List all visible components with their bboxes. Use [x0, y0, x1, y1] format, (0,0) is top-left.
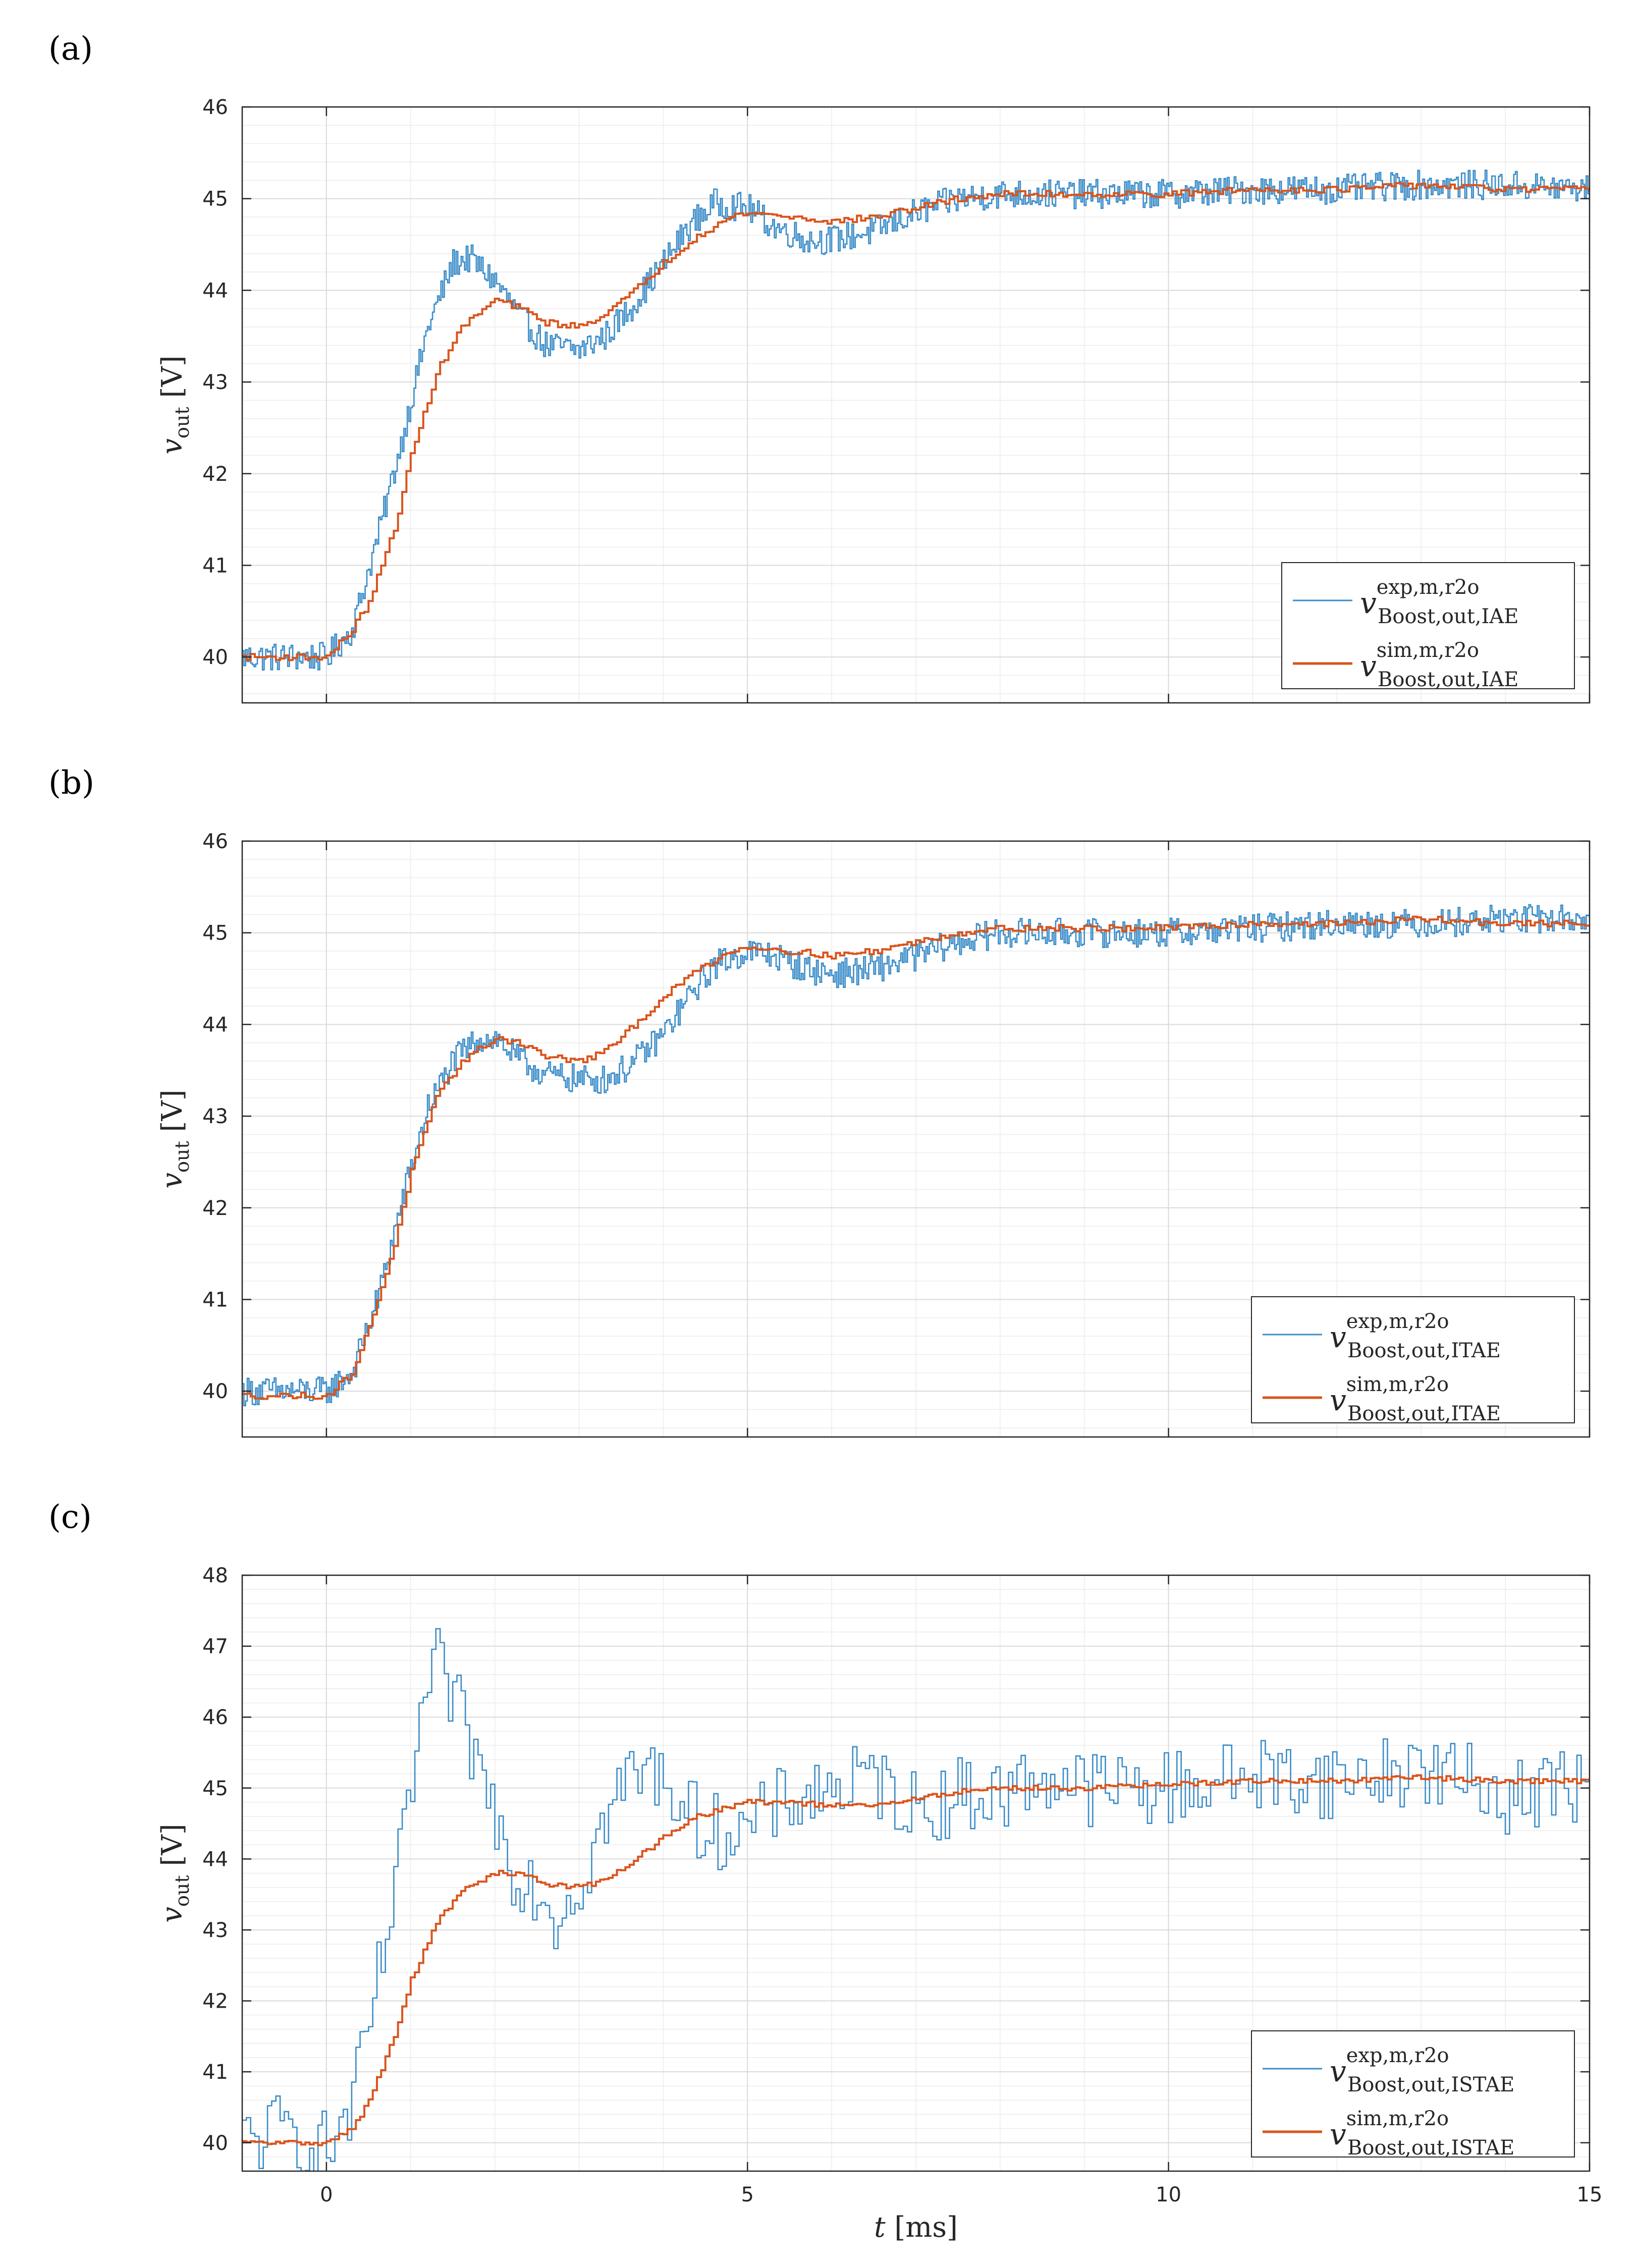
x-tick-label: 0 — [320, 2183, 333, 2206]
legend-label-sim: vsim,m,r2o Boost,out,IAE — [1360, 639, 1518, 691]
y-tick-label: 44 — [202, 1848, 228, 1871]
sim-series-line — [242, 915, 1590, 1400]
exp-series-line — [242, 1628, 1590, 2171]
legend-label-sim: vsim,m,r2o Boost,out,ITAE — [1330, 1373, 1501, 1425]
y-tick-label: 44 — [202, 1013, 228, 1036]
axes-box — [241, 840, 1591, 1438]
sim-series-line — [242, 1774, 1590, 2146]
y-tick-label: 46 — [202, 830, 228, 853]
legend-label-exp: vexp,m,r2o Boost,out,IAE — [1360, 576, 1518, 628]
y-tick-label: 44 — [202, 279, 228, 302]
y-tick-label: 43 — [202, 1919, 228, 1942]
chart-panel-a: 40 41 42 43 44 45 46 vout [V] vexp,m,r2o Boost,ou… — [156, 96, 1591, 704]
legend-label-exp: vexp,m,r2o Boost,out,ITAE — [1330, 1310, 1501, 1362]
y-tick-label: 45 — [202, 922, 228, 945]
y-tick-label: 45 — [202, 188, 228, 211]
legend: vexp,m,r2o Boost,out,ISTAE vsim,m,r2o Boost… — [1251, 2030, 1575, 2160]
legend-box — [1251, 2030, 1575, 2158]
y-tick-label: 48 — [202, 1564, 228, 1587]
y-axis-label: vout [V] — [156, 355, 193, 454]
panel-label-c: (c) — [48, 1499, 92, 1536]
legend-label-exp: vexp,m,r2o Boost,out,ISTAE — [1330, 2044, 1514, 2096]
legend-box — [1281, 562, 1575, 689]
y-tick-label: 46 — [202, 96, 228, 119]
y-tick-label: 46 — [202, 1706, 228, 1729]
y-tick-label: 42 — [202, 1990, 228, 2013]
chart-panel-b: 40 41 42 43 44 45 46 vout [V] vexp,m,r2o Boost,ou… — [156, 830, 1591, 1438]
legend-box — [1251, 1296, 1575, 1423]
x-tick-label: 15 — [1577, 2183, 1603, 2206]
y-tick-label: 40 — [202, 1380, 228, 1403]
y-tick-label: 40 — [202, 646, 228, 669]
y-tick-label: 42 — [202, 463, 228, 486]
chart-panel-c: 40 41 42 43 44 45 46 47 48 0 5 10 15 vout [V] t [ms] ve… — [156, 1564, 1602, 2244]
x-tick-label: 5 — [741, 2183, 754, 2206]
x-axis-label: t [ms] — [874, 2211, 958, 2244]
y-tick-label: 41 — [202, 1288, 228, 1311]
panel-label-a: (a) — [48, 30, 93, 68]
y-tick-label: 40 — [202, 2132, 228, 2155]
x-tick-label: 10 — [1156, 2183, 1181, 2206]
y-tick-label: 43 — [202, 371, 228, 394]
y-tick-label: 42 — [202, 1197, 228, 1220]
y-axis-label: vout [V] — [156, 1089, 193, 1188]
axes-box — [241, 1574, 1591, 2172]
legend: vexp,m,r2o Boost,out,IAE vsim,m,r2o Boost,o… — [1281, 562, 1575, 691]
exp-series-line — [242, 170, 1590, 671]
y-tick-label: 41 — [202, 554, 228, 577]
y-tick-label: 43 — [202, 1105, 228, 1128]
y-tick-label: 47 — [202, 1635, 228, 1658]
y-tick-label: 41 — [202, 2061, 228, 2084]
panel-label-b: (b) — [48, 764, 94, 802]
y-tick-label: 45 — [202, 1777, 228, 1800]
legend-label-sim: vsim,m,r2o Boost,out,ISTAE — [1330, 2107, 1514, 2160]
sim-series-line — [242, 182, 1590, 661]
axes-box — [241, 106, 1591, 704]
y-axis-label: vout [V] — [156, 1823, 193, 1922]
legend: vexp,m,r2o Boost,out,ITAE vsim,m,r2o Boost,… — [1251, 1296, 1575, 1425]
